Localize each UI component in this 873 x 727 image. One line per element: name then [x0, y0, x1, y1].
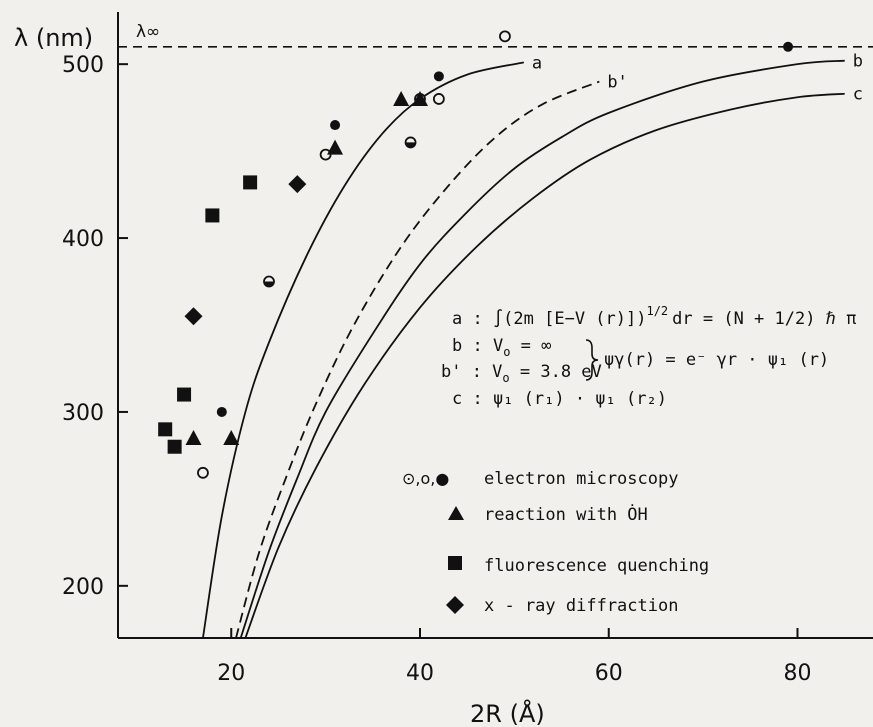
y-tick-label: 400 [62, 227, 104, 252]
point-reaction [185, 430, 202, 446]
curve-label: b [853, 52, 863, 72]
point-electron-open [197, 466, 209, 479]
point-electron-half-fill [264, 281, 274, 287]
asymptote-label: λ∞ [136, 22, 160, 42]
point-electron-half-fill [405, 142, 416, 148]
point-fluorescence [205, 208, 220, 223]
point-electron-filled [330, 120, 341, 131]
point-electron-open [499, 30, 511, 43]
point-fluorescence [158, 422, 173, 437]
legend-triangle-icon [448, 506, 464, 520]
axis-ticks: 20 40 60 80 200 300 400 500 [62, 53, 812, 686]
equation-bprime-sub: o [502, 371, 509, 385]
point-reaction [393, 90, 410, 106]
equation-psi: ψγ(r) = e⁻ γr · ψ₁ (r) [604, 350, 829, 370]
equation-block: a : ∫(2m [E−V (r)])1/2 dr = (N + 1/2) ℏ π… [441, 304, 856, 409]
curve-b [239, 59, 845, 639]
curve-label: c [853, 85, 863, 105]
point-electron-open [432, 93, 445, 105]
curve-label: b' [607, 73, 627, 93]
x-tick-label: 20 [217, 661, 245, 686]
legend-square-icon [448, 556, 462, 570]
legend-label-fluorescence: fluorescence quenching [484, 556, 709, 576]
legend-diamond-icon [446, 596, 464, 614]
point-xray [184, 307, 203, 326]
equation-b-text: b : V [452, 336, 503, 356]
point-fluorescence [243, 175, 258, 190]
equation-b-sub: o [503, 345, 510, 359]
brace-icon [585, 339, 599, 381]
y-tick-label: 200 [62, 575, 104, 600]
curves-group: a b b' c [202, 52, 863, 639]
legend-label-reaction: reaction with ȮH [484, 503, 648, 525]
equation-a: a : ∫(2m [E−V (r)])1/2 dr = (N + 1/2) ℏ π [452, 304, 856, 329]
legend: ⊙,o,● electron microscopy reaction with … [402, 469, 709, 616]
curve-label: a [532, 53, 542, 73]
point-reaction [223, 430, 240, 446]
equation-a-exp: 1/2 [646, 304, 668, 318]
point-electron-filled [783, 41, 794, 52]
y-tick-label: 300 [62, 401, 104, 426]
x-tick-label: 80 [784, 661, 812, 686]
curve-bprime [235, 80, 600, 639]
equation-a-tail: dr = (N + 1/2) ℏ π [672, 309, 856, 329]
x-tick-label: 60 [595, 661, 623, 686]
point-electron-filled [433, 71, 444, 82]
x-axis-label: 2R (Å) [470, 699, 545, 727]
equation-bprime-tail: = 3.8 eV [510, 362, 602, 382]
point-electron-filled [216, 406, 227, 417]
legend-label-xray: x - ray diffraction [484, 596, 678, 616]
data-points-group [158, 30, 794, 479]
point-fluorescence [167, 439, 182, 454]
point-xray [288, 175, 307, 194]
point-reaction [412, 90, 428, 106]
equation-bprime-text: b' : V [441, 362, 502, 382]
equation-c: c : ψ₁ (r₁) · ψ₁ (r₂) [452, 389, 667, 409]
legend-label-electron: electron microscopy [484, 469, 678, 489]
x-tick-label: 40 [406, 661, 434, 686]
y-tick-label: 500 [62, 53, 104, 78]
curve-c [244, 92, 845, 639]
curve-a [202, 61, 525, 639]
legend-symbol-electron: ⊙,o,● [402, 469, 449, 488]
equation-b-tail: = ∞ [510, 336, 551, 356]
asymptote-group: λ∞ [118, 22, 873, 48]
y-axis-label: λ (nm) [14, 24, 93, 52]
point-reaction [327, 139, 344, 155]
equation-bprime: b' : Vo = 3.8 eV [441, 362, 602, 385]
equation-b: b : Vo = ∞ [452, 336, 551, 359]
equation-a-text: a : ∫(2m [E−V (r)]) [452, 309, 646, 329]
point-fluorescence [177, 387, 192, 402]
